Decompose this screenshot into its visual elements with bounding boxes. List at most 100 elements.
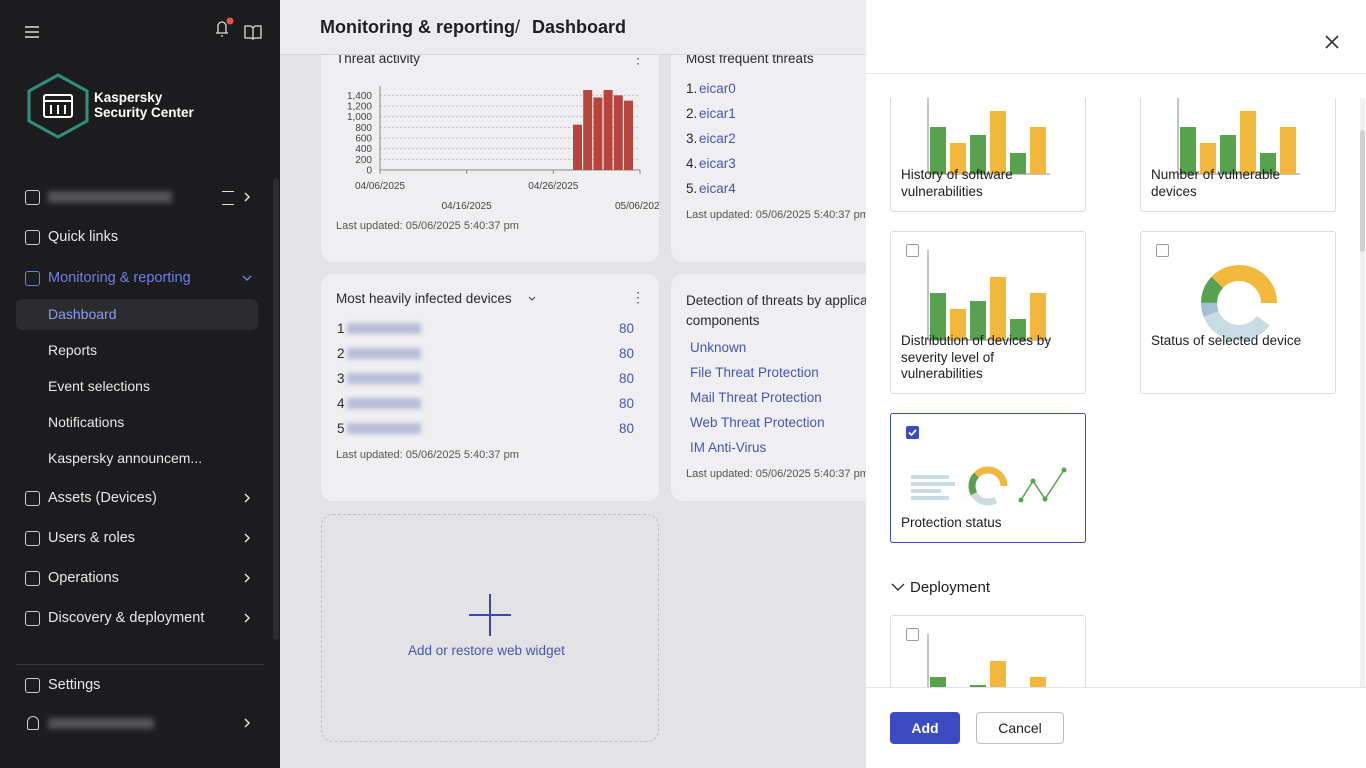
thumb-bar [1010,319,1026,340]
widget-label: Number of vulnerable devices [1151,167,1281,199]
chevron[interactable] [242,718,252,728]
widget-menu[interactable]: ⋮ [631,289,645,305]
add-widget-link[interactable]: Add or restore web widget [408,643,565,658]
chevron[interactable] [242,192,252,202]
checkbox[interactable] [906,244,919,257]
chevron[interactable] [242,613,252,623]
notifications-icon[interactable] [212,16,234,38]
nav-item[interactable]: Settings [48,677,101,693]
nav-subitem[interactable]: Dashboard [48,306,117,322]
thumb-axis [1177,98,1300,175]
chevron[interactable] [242,573,252,583]
component-link[interactable]: IM Anti-Virus [690,440,767,455]
divider [16,664,264,665]
section-title[interactable]: Deployment [910,579,991,596]
add-button[interactable]: Add [890,712,960,744]
threat-link[interactable]: eicar3 [699,156,736,171]
user-icon [27,716,39,730]
active-item-bg [16,299,258,330]
threat-link[interactable]: eicar0 [699,81,736,96]
component-link[interactable]: Web Threat Protection [690,415,825,430]
nav-item[interactable]: Users & roles [48,530,136,546]
chevron-path [244,192,251,202]
thumb-trend [1020,469,1065,501]
device-name-blurred[interactable] [347,323,421,334]
thumb-donut-segment [968,466,1008,506]
infection-count[interactable]: 80 [618,321,634,336]
nav-item[interactable]: Quick links [48,229,119,245]
chevron-path [244,533,251,543]
widget-card [321,30,659,262]
widget-label: Status of selected device [1151,333,1302,348]
scrollbar-thumb[interactable] [1360,130,1365,252]
dropdown-icon[interactable] [527,294,537,304]
rank: 1 [337,321,345,336]
widget-tile[interactable]: Distribution of devices by severity leve… [890,231,1086,394]
infection-count[interactable]: 80 [618,371,634,386]
thumb-bar [970,685,986,687]
breadcrumb-separator: / [515,17,521,37]
y-tick-label: 1,000 [347,112,372,123]
thumb-axis [927,250,1050,341]
chevron[interactable] [242,273,252,283]
chevron-path [891,583,905,591]
section-toggle[interactable] [891,580,905,594]
widget-tile[interactable]: Status of selected device [1140,231,1336,394]
infection-count[interactable]: 80 [618,421,634,436]
breadcrumb[interactable]: Monitoring & reporting [320,17,515,37]
bar [583,90,593,170]
infection-count[interactable]: 80 [618,346,634,361]
chevron[interactable] [242,493,252,503]
nav-item[interactable]: Discovery & deployment [48,610,205,626]
component-link[interactable]: File Threat Protection [690,365,819,380]
thumb-bar [1180,127,1196,174]
add-widget-card[interactable] [321,514,659,742]
nav-section[interactable]: Monitoring & reporting [48,270,191,286]
thumb-bar [1200,143,1216,174]
threat-link[interactable]: eicar4 [699,181,736,196]
component-link[interactable]: Unknown [690,340,747,355]
threat-link[interactable]: eicar1 [699,106,736,121]
device-name-blurred[interactable] [347,398,421,409]
nav-subitem[interactable]: Notifications [48,414,125,430]
thumb-line [911,489,941,493]
nav-subitem[interactable]: Reports [48,342,98,358]
server-name-blurred [48,191,172,203]
widget-title[interactable]: Most heavily infected devices [336,291,512,306]
settings-toggle[interactable] [222,191,234,205]
thumbnail [1201,265,1277,341]
cancel-button[interactable]: Cancel [976,712,1064,744]
threat-link[interactable]: eicar2 [699,131,736,146]
component-link[interactable]: Mail Threat Protection [690,390,822,405]
widget-tile[interactable]: History of software vulnerabilities [890,98,1086,212]
chevron-path [244,573,251,583]
nav-item[interactable]: Assets (Devices) [48,490,157,506]
nav-icon [25,271,40,286]
widget-tile[interactable]: Protection status [890,413,1086,543]
docs-icon[interactable] [244,24,262,40]
widget-tile[interactable] [890,615,1086,687]
thumb-bar [1240,111,1256,174]
nav-item[interactable]: Operations [48,570,119,586]
rank: 3 [337,371,345,386]
thumb-bar [1030,677,1046,687]
rank: 5 [337,421,345,436]
chevron[interactable] [242,533,252,543]
nav-subitem[interactable]: Kaspersky announcem... [48,450,203,466]
x-tick-label: 04/26/2025 [528,181,578,192]
checkbox[interactable] [1156,244,1169,257]
thumb-bar [930,127,946,174]
nav-subitem[interactable]: Event selections [48,378,150,394]
device-name-blurred[interactable] [347,373,421,384]
checkbox[interactable] [906,426,919,439]
menu-icon[interactable] [24,24,40,40]
infection-count[interactable]: 80 [618,396,634,411]
widget-tile[interactable]: Number of vulnerable devices [1140,98,1336,212]
device-name-blurred[interactable] [347,348,421,359]
close-button[interactable] [1325,35,1339,49]
checkbox[interactable] [906,628,919,641]
device-name-blurred[interactable] [347,423,421,434]
chevron-path [244,493,251,503]
